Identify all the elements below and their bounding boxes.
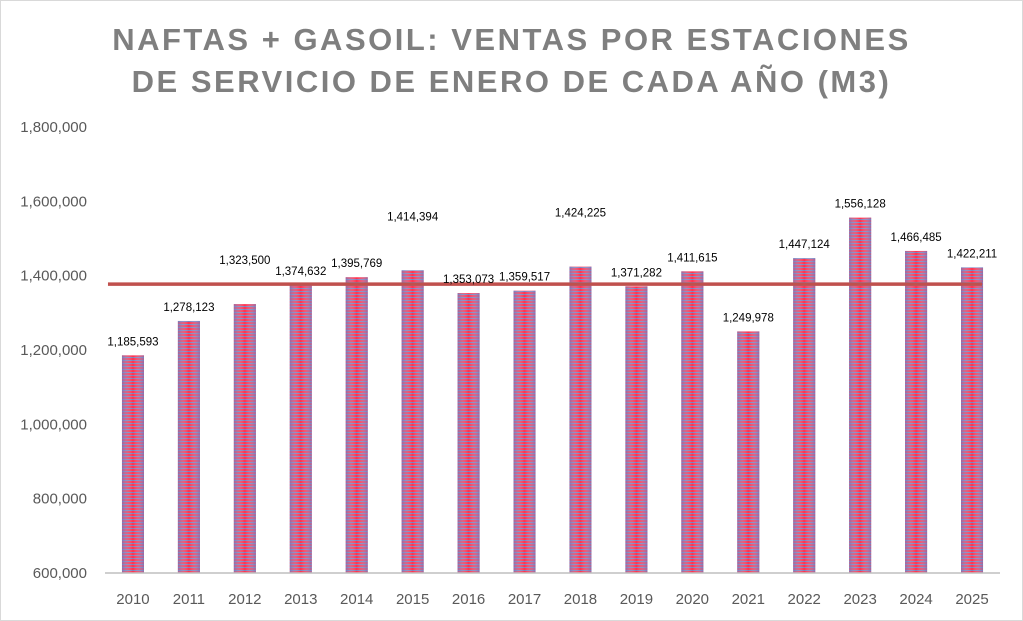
y-tick-label: 1,400,000 <box>20 268 87 285</box>
x-tick-label: 2023 <box>843 591 876 608</box>
bar-shade-2011 <box>177 320 200 573</box>
bar-shade-2010 <box>121 355 144 573</box>
x-tick-label: 2025 <box>955 591 988 608</box>
x-tick-label: 2014 <box>340 591 373 608</box>
bar-shade-2022 <box>793 258 816 573</box>
x-tick-label: 2019 <box>620 591 653 608</box>
bar-shade-2023 <box>849 217 872 573</box>
bar-shade-2024 <box>905 250 928 573</box>
data-label: 1,323,500 <box>219 255 270 267</box>
y-tick-label: 800,000 <box>33 491 87 508</box>
data-label: 1,371,282 <box>611 267 662 279</box>
y-tick-label: 1,600,000 <box>20 193 87 210</box>
data-label: 1,249,978 <box>723 312 774 324</box>
x-tick-label: 2013 <box>284 591 317 608</box>
x-tick-label: 2016 <box>452 591 485 608</box>
data-label: 1,359,517 <box>499 272 550 284</box>
chart-title-line-1: NAFTAS + GASOIL: VENTAS POR ESTACIONES <box>112 22 911 57</box>
bar-shade-2018 <box>569 266 592 573</box>
bar-shade-2017 <box>513 290 536 573</box>
bar-shade-2019 <box>625 286 648 573</box>
bar-shade-2014 <box>345 277 368 573</box>
data-label: 1,447,124 <box>779 239 831 251</box>
y-tick-label: 1,000,000 <box>20 416 87 433</box>
data-label: 1,466,485 <box>891 232 942 244</box>
x-tick-label: 2021 <box>732 591 765 608</box>
x-tick-label: 2012 <box>228 591 261 608</box>
bar-shade-2015 <box>401 270 424 573</box>
x-tick-label: 2011 <box>173 591 205 608</box>
y-tick-label: 600,000 <box>33 565 87 582</box>
data-label: 1,414,394 <box>387 211 439 223</box>
data-label: 1,422,211 <box>947 248 997 260</box>
x-tick-label: 2024 <box>899 591 932 608</box>
data-label: 1,185,593 <box>107 336 158 348</box>
chart-title-line-2: DE SERVICIO DE ENERO DE CADA AÑO (M3) <box>131 64 892 99</box>
bar-shade-2013 <box>289 285 312 573</box>
x-tick-label: 2010 <box>116 591 149 608</box>
y-tick-label: 1,800,000 <box>20 119 87 136</box>
x-tick-label: 2022 <box>788 591 821 608</box>
x-tick-label: 2018 <box>564 591 597 608</box>
data-label: 1,278,123 <box>163 302 214 314</box>
data-label: 1,374,632 <box>275 266 326 278</box>
bar-shade-2021 <box>737 331 760 573</box>
data-label: 1,395,769 <box>331 258 382 270</box>
bar-shade-2016 <box>457 293 480 573</box>
x-tick-label: 2020 <box>676 591 709 608</box>
x-tick-label: 2017 <box>508 591 541 608</box>
bar-shade-2025 <box>961 267 984 573</box>
data-label: 1,556,128 <box>835 199 886 211</box>
bar-shade-2012 <box>233 304 256 573</box>
bar-shade-2020 <box>681 271 704 573</box>
y-tick-label: 1,200,000 <box>20 342 87 359</box>
data-label: 1,424,225 <box>555 208 606 220</box>
x-tick-label: 2015 <box>396 591 429 608</box>
data-label: 1,411,615 <box>667 252 717 264</box>
data-label: 1,353,073 <box>443 274 494 286</box>
